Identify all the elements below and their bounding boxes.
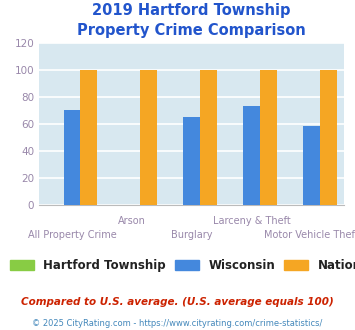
Text: All Property Crime: All Property Crime	[28, 230, 116, 240]
Bar	[243, 106, 260, 205]
Bar	[200, 70, 217, 205]
Title: 2019 Hartford Township
Property Crime Comparison: 2019 Hartford Township Property Crime Co…	[77, 3, 306, 38]
Bar	[64, 110, 80, 205]
Text: Larceny & Theft: Larceny & Theft	[213, 216, 290, 226]
Text: Motor Vehicle Theft: Motor Vehicle Theft	[264, 230, 355, 240]
Bar	[260, 70, 277, 205]
Bar	[140, 70, 157, 205]
Text: Compared to U.S. average. (U.S. average equals 100): Compared to U.S. average. (U.S. average …	[21, 297, 334, 307]
Legend: Hartford Township, Wisconsin, National: Hartford Township, Wisconsin, National	[5, 254, 355, 277]
Text: Burglary: Burglary	[171, 230, 212, 240]
Bar	[303, 126, 320, 205]
Bar	[320, 70, 337, 205]
Bar	[183, 117, 200, 205]
Text: Arson: Arson	[118, 216, 146, 226]
Bar	[80, 70, 97, 205]
Text: © 2025 CityRating.com - https://www.cityrating.com/crime-statistics/: © 2025 CityRating.com - https://www.city…	[32, 319, 323, 328]
